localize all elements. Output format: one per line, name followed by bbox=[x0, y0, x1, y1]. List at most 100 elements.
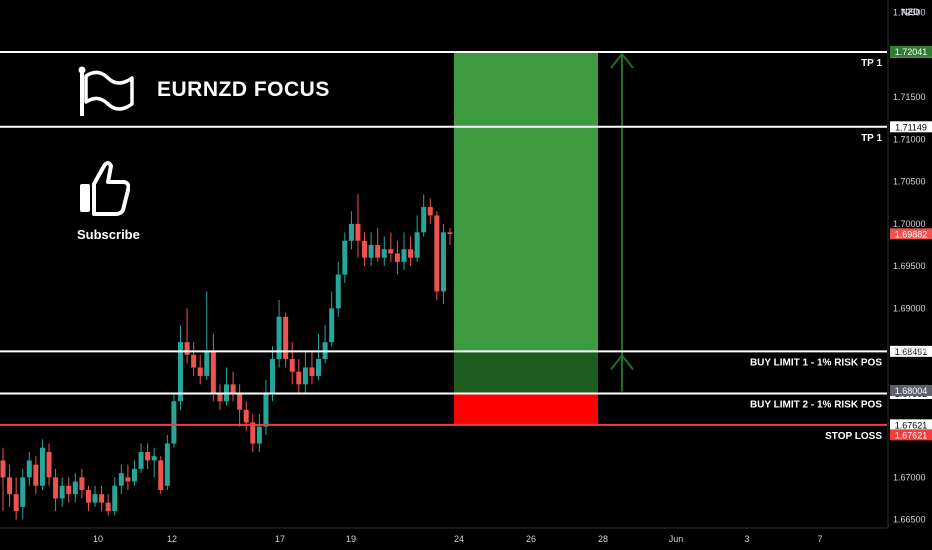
candle-body bbox=[131, 468, 137, 482]
candle-body bbox=[335, 274, 341, 309]
candle-body bbox=[401, 249, 407, 262]
level-label: BUY LIMIT 2 - 1% RISK POS bbox=[750, 400, 882, 411]
candle-body bbox=[210, 350, 216, 393]
price-tag bbox=[890, 429, 932, 441]
candle-body bbox=[381, 249, 387, 258]
candle-body bbox=[388, 249, 394, 254]
candle-body bbox=[72, 481, 78, 495]
level-price-tag bbox=[890, 345, 932, 357]
price-tag-text: 1.69882 bbox=[895, 229, 928, 239]
candle-body bbox=[197, 367, 203, 376]
level-price-tag bbox=[890, 121, 932, 133]
stop-zone bbox=[454, 393, 598, 425]
y-tick-label: 1.70000 bbox=[893, 219, 926, 229]
candle-body bbox=[283, 316, 289, 360]
candle-body bbox=[20, 477, 26, 507]
price-tag bbox=[890, 228, 932, 240]
candle-body bbox=[138, 451, 144, 469]
candle-body bbox=[66, 485, 72, 495]
candle-body bbox=[250, 422, 256, 444]
candle-body bbox=[447, 232, 453, 235]
candle-body bbox=[289, 359, 295, 372]
y-tick-label: 1.66500 bbox=[893, 515, 926, 525]
candle-body bbox=[427, 206, 433, 216]
y-tick-label: 1.67000 bbox=[893, 472, 926, 482]
candle-body bbox=[204, 350, 210, 376]
price-tag-text: 1.67621 bbox=[895, 430, 928, 440]
candle-body bbox=[125, 477, 131, 482]
chart-title: EURNZD FOCUS bbox=[157, 78, 330, 101]
entry-arrow-head bbox=[610, 353, 634, 370]
candle-body bbox=[394, 253, 400, 262]
level-price-text: 1.67621 bbox=[895, 420, 928, 430]
candle-body bbox=[0, 460, 6, 478]
candle-body bbox=[164, 443, 170, 486]
price-tag bbox=[890, 45, 932, 57]
candle-body bbox=[151, 456, 157, 461]
candle-body bbox=[79, 477, 85, 490]
candle-body bbox=[217, 392, 223, 402]
candle-body bbox=[85, 489, 91, 503]
candle-body bbox=[355, 223, 361, 241]
candle-body bbox=[316, 359, 322, 376]
candle-body bbox=[414, 232, 420, 258]
x-tick-label: 10 bbox=[93, 534, 103, 544]
candle-body bbox=[270, 359, 276, 393]
candle-body bbox=[434, 215, 440, 292]
candle-body bbox=[342, 240, 348, 275]
level-label: TP 1 bbox=[861, 133, 882, 144]
candle-body bbox=[59, 485, 65, 499]
candle-body bbox=[145, 451, 151, 461]
candle-body bbox=[375, 244, 381, 258]
candle-body bbox=[302, 367, 308, 385]
y-tick-label: 1.72500 bbox=[893, 8, 926, 18]
candle-body bbox=[237, 392, 243, 410]
candle-body bbox=[348, 223, 354, 241]
candle-body bbox=[296, 371, 302, 385]
candle-body bbox=[171, 401, 177, 444]
price-tag-text: 1.72041 bbox=[895, 47, 928, 57]
candle-body bbox=[362, 240, 368, 258]
target-zone bbox=[454, 51, 598, 352]
y-tick-label: 1.68500 bbox=[893, 346, 926, 356]
candle-body bbox=[118, 473, 124, 486]
level-price-text: 1.68491 bbox=[895, 347, 928, 357]
x-tick-label: Jun bbox=[669, 534, 684, 544]
x-tick-label: 3 bbox=[744, 534, 749, 544]
currency-label: NZD bbox=[901, 7, 920, 17]
candle-body bbox=[421, 206, 427, 233]
candle-body bbox=[368, 244, 374, 258]
candle-body bbox=[191, 354, 197, 368]
candle-body bbox=[53, 477, 59, 499]
x-tick-label: 28 bbox=[598, 534, 608, 544]
candle-body bbox=[105, 502, 111, 512]
level-label: TP 1 bbox=[861, 58, 882, 69]
y-tick-label: 1.70500 bbox=[893, 177, 926, 187]
candle-body bbox=[13, 494, 19, 512]
entry-zone bbox=[454, 351, 598, 394]
candle-body bbox=[177, 342, 183, 402]
flag-icon bbox=[76, 66, 134, 121]
level-label: STOP LOSS bbox=[825, 431, 882, 442]
candle-body bbox=[39, 447, 45, 486]
level-price-text: 1.71149 bbox=[895, 122, 927, 132]
thumbs-up-icon[interactable] bbox=[78, 160, 131, 223]
candle-body bbox=[7, 477, 13, 495]
candle-body bbox=[408, 249, 414, 258]
x-tick-label: 24 bbox=[454, 534, 464, 544]
price-tag bbox=[890, 384, 932, 396]
candle-body bbox=[230, 384, 236, 393]
subscribe-label[interactable]: Subscribe bbox=[77, 227, 140, 242]
candle-body bbox=[184, 342, 190, 355]
candle-body bbox=[158, 460, 164, 490]
candle-body bbox=[99, 494, 105, 503]
level-price-tag bbox=[890, 419, 932, 431]
candle-body bbox=[276, 316, 282, 360]
x-tick-label: 19 bbox=[346, 534, 356, 544]
candle-body bbox=[309, 367, 315, 376]
level-label: BUY LIMIT 1 - 1% RISK POS bbox=[750, 357, 882, 368]
candle-body bbox=[112, 485, 118, 512]
candle-body bbox=[440, 232, 446, 292]
